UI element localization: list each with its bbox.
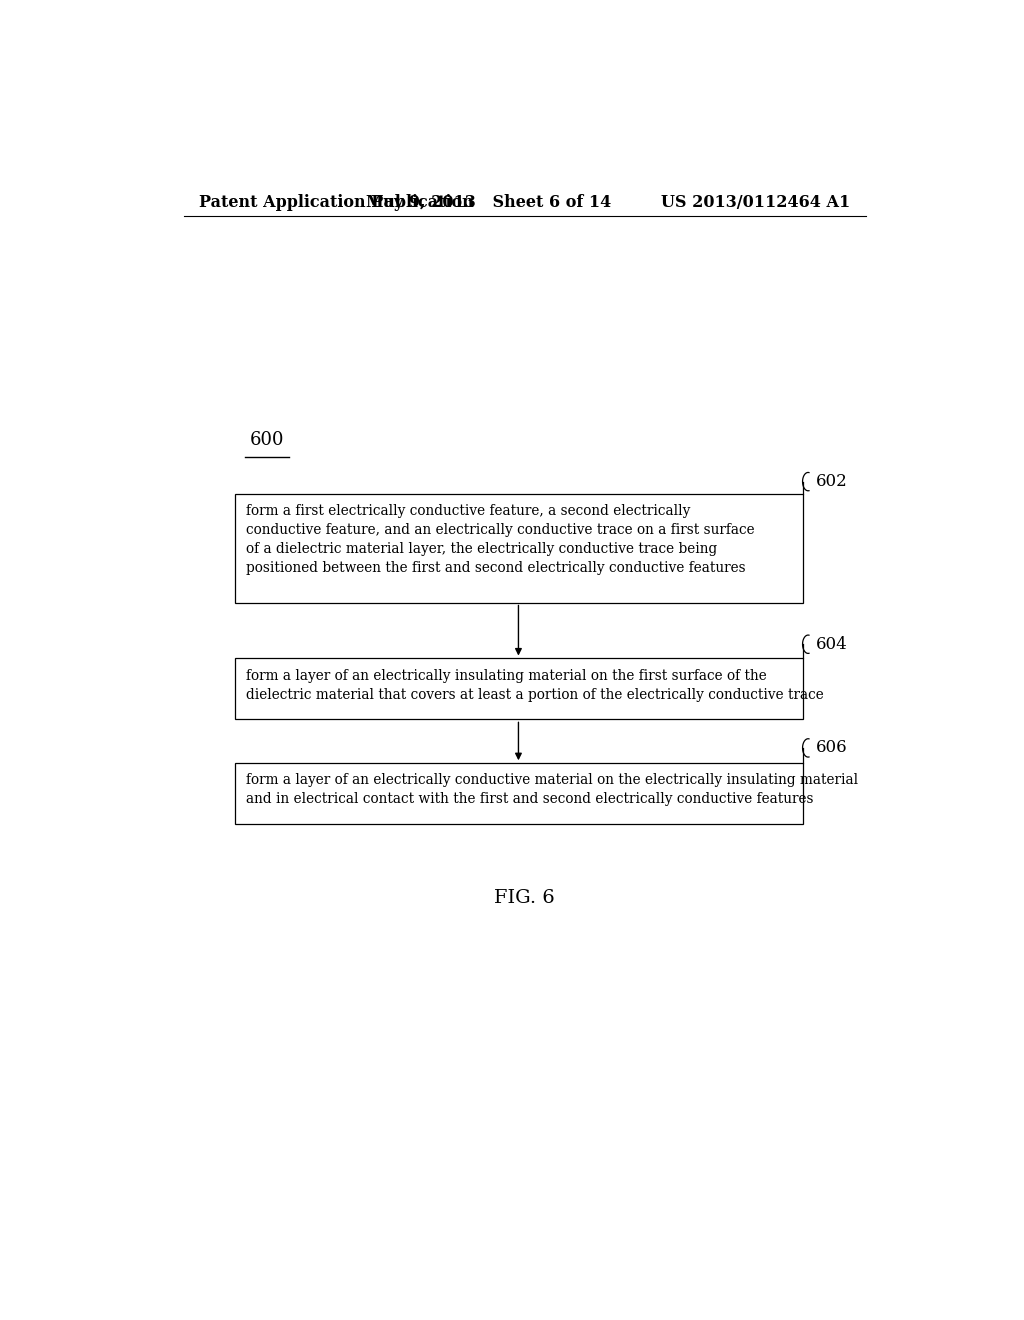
- Text: 606: 606: [816, 739, 848, 756]
- Text: US 2013/0112464 A1: US 2013/0112464 A1: [660, 194, 850, 211]
- Text: form a layer of an electrically conductive material on the electrically insulati: form a layer of an electrically conducti…: [246, 774, 858, 807]
- Text: 602: 602: [816, 473, 848, 490]
- Text: May 9, 2013   Sheet 6 of 14: May 9, 2013 Sheet 6 of 14: [367, 194, 611, 211]
- Text: FIG. 6: FIG. 6: [495, 890, 555, 907]
- Text: form a first electrically conductive feature, a second electrically
conductive f: form a first electrically conductive fea…: [246, 504, 755, 574]
- FancyBboxPatch shape: [236, 659, 803, 719]
- Text: form a layer of an electrically insulating material on the first surface of the
: form a layer of an electrically insulati…: [246, 669, 824, 702]
- Text: 604: 604: [816, 636, 848, 652]
- Text: 600: 600: [250, 432, 284, 449]
- FancyBboxPatch shape: [236, 763, 803, 824]
- FancyBboxPatch shape: [236, 494, 803, 602]
- Text: Patent Application Publication: Patent Application Publication: [200, 194, 474, 211]
